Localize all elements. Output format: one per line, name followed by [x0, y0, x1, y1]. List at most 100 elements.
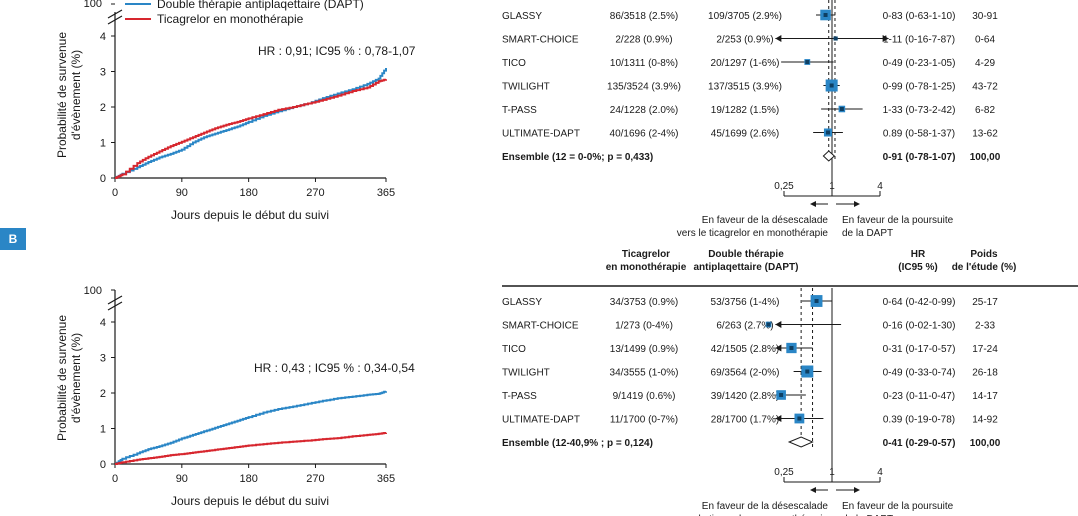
- x-tick-label: 180: [239, 473, 257, 485]
- km-top-series: [115, 68, 387, 179]
- km-bottom-series: [115, 390, 387, 465]
- x-tick-label: 270: [306, 473, 324, 485]
- x-tick-label: 0: [112, 187, 118, 199]
- study-point: [825, 130, 830, 135]
- forest-x-tick-label: 0,25: [774, 181, 794, 192]
- forest-bottom-headers: Ticagrelor en monothérapie Double thérap…: [502, 249, 1078, 287]
- study-point: [797, 416, 802, 421]
- km-line-dapt: [115, 68, 387, 179]
- study-name: ULTIMATE-DAPT: [502, 129, 580, 140]
- study-weight: 14-92: [972, 415, 998, 426]
- forest-plot-bottom: GLASSY 34/3753 (0.9%) 53/3756 (1-4%) 0-64 (…: [502, 288, 1001, 516]
- km-bottom-hr-annotation: HR : 0,43 ; IC95 % : 0,34-0,54: [254, 361, 415, 375]
- study-weight: 13-62: [972, 129, 998, 140]
- km-top-ylabel-line1: Probabilité de survenue: [55, 32, 69, 158]
- study-hr: 0-23 (0-11-0-47): [883, 391, 955, 402]
- favor-right-line2: de la DAPT: [842, 228, 893, 239]
- x-tick-label: 0: [112, 473, 118, 485]
- km-bottom-y-ticks: 0 1 2 3 4: [100, 317, 115, 471]
- header-dapt-line2: antiplaqettaire (DAPT): [693, 262, 798, 273]
- study-name: ULTIMATE-DAPT: [502, 415, 580, 426]
- km-top-y-ticks: 0 1 2 3 4: [100, 31, 115, 185]
- favor-right-arrowhead: [854, 487, 860, 493]
- favor-left-line2: vers le ticagrelor en monothérapie: [677, 514, 829, 516]
- x-tick-label: 180: [239, 187, 257, 199]
- y-tick-label: 1: [100, 138, 106, 150]
- header-hr-line2: (IC95 %): [898, 262, 937, 273]
- forest-x-tick-label: 4: [877, 181, 883, 192]
- forest-x-tick-label: 0,25: [774, 467, 794, 478]
- y-tick-label: 4: [100, 31, 106, 43]
- overall-hr: 0-41 (0-29-0-57): [883, 438, 956, 449]
- study-hr: 0-99 (0-78-1-25): [883, 82, 956, 93]
- y-tick-label: 1: [100, 424, 106, 436]
- x-tick-label: 365: [377, 473, 395, 485]
- study-weight: 6-82: [975, 105, 995, 116]
- overall-label: Ensemble (12-40,9% ; p = 0,124): [502, 438, 653, 449]
- overall-hr: 0-91 (0-78-1-07): [883, 152, 956, 163]
- favor-left-line1: En faveur de la désescalade: [702, 501, 829, 512]
- dapt-events: 19/1282 (1.5%): [711, 105, 779, 116]
- study-name: SMART-CHOICE: [502, 35, 579, 46]
- ticag-events: 11/1700 (0-7%): [610, 415, 678, 426]
- ticag-events: 24/1228 (2.0%): [610, 105, 678, 116]
- study-weight: 26-18: [972, 368, 998, 379]
- ticag-events: 135/3524 (3.9%): [607, 82, 681, 93]
- overall-weight: 100,00: [970, 152, 1001, 163]
- study-name: T-PASS: [502, 105, 537, 116]
- ticag-events: 2/228 (0.9%): [615, 35, 672, 46]
- study-name: T-PASS: [502, 391, 537, 402]
- study-name: GLASSY: [502, 297, 542, 308]
- x-tick-label: 90: [176, 187, 188, 199]
- study-point: [839, 107, 844, 111]
- overall-diamond: [787, 436, 814, 448]
- header-hr-line1: HR: [911, 249, 926, 260]
- ticag-events: 1/273 (0-4%): [615, 321, 673, 332]
- header-dapt-line1: Double thérapie: [708, 249, 784, 260]
- x-tick-label: 365: [377, 187, 395, 199]
- dapt-events: 39/1420 (2.8%): [711, 391, 779, 402]
- km-bottom-x-ticks: 0 90 180 270 365: [112, 464, 395, 485]
- study-hr: 1-33 (0-73-2-42): [883, 105, 956, 116]
- ticag-events: 40/1696 (2-4%): [610, 129, 679, 140]
- study-hr: 0-64 (0-42-0-99): [883, 297, 956, 308]
- study-point: [833, 36, 838, 41]
- study-hr: 0.39 (0-19-0-78): [883, 415, 955, 426]
- study-weight: 30-91: [972, 11, 998, 22]
- km-bottom-ylabel-line1: Probabilité de survenue: [55, 315, 69, 441]
- overall-diamond: [822, 150, 836, 162]
- forest-x-tick-label: 1: [829, 181, 835, 192]
- header-weight-line2: de l'étude (%): [952, 262, 1017, 273]
- km-top-break-label: 100: [84, 0, 102, 10]
- km-bottom-axis-break: [107, 295, 123, 311]
- header-weight-line1: Poids: [970, 249, 998, 260]
- study-name: TWILIGHT: [502, 368, 550, 379]
- y-tick-label: 3: [100, 67, 106, 79]
- km-bottom-xlabel: Jours depuis le début du suivi: [171, 494, 329, 508]
- legend-dapt-label: Double thérapie antiplaqettaire (DAPT): [157, 0, 364, 11]
- study-hr: 0.89 (0-58-1-37): [883, 129, 955, 140]
- ci-arrow-left: [775, 35, 782, 42]
- ticag-events: 10/1311 (0-8%): [610, 58, 678, 69]
- study-point: [805, 60, 810, 64]
- header-ticag-line2: en monothérapie: [606, 262, 687, 273]
- ci-arrow-left: [775, 415, 782, 422]
- study-name: TICO: [502, 344, 526, 355]
- forest-x-tick-label: 1: [829, 467, 835, 478]
- km-chart-bottom: Probabilité de survenue d'évènement (%) …: [55, 285, 415, 508]
- y-tick-label: 0: [100, 173, 106, 185]
- study-name: GLASSY: [502, 11, 542, 22]
- km-top-ylabel-line2: d'évènement (%): [69, 50, 83, 140]
- km-top-x-ticks: 0 90 180 270 365: [112, 178, 395, 199]
- study-weight: 17-24: [972, 344, 998, 355]
- study-point: [823, 13, 828, 17]
- favor-right-arrowhead: [854, 201, 860, 207]
- study-point: [779, 393, 784, 397]
- dapt-events: 137/3515 (3.9%): [708, 82, 782, 93]
- study-weight: 25-17: [972, 297, 998, 308]
- x-tick-label: 90: [176, 473, 188, 485]
- study-weight: 4-29: [975, 58, 995, 69]
- study-weight: 43-72: [972, 82, 998, 93]
- ticag-events: 9/1419 (0.6%): [613, 391, 676, 402]
